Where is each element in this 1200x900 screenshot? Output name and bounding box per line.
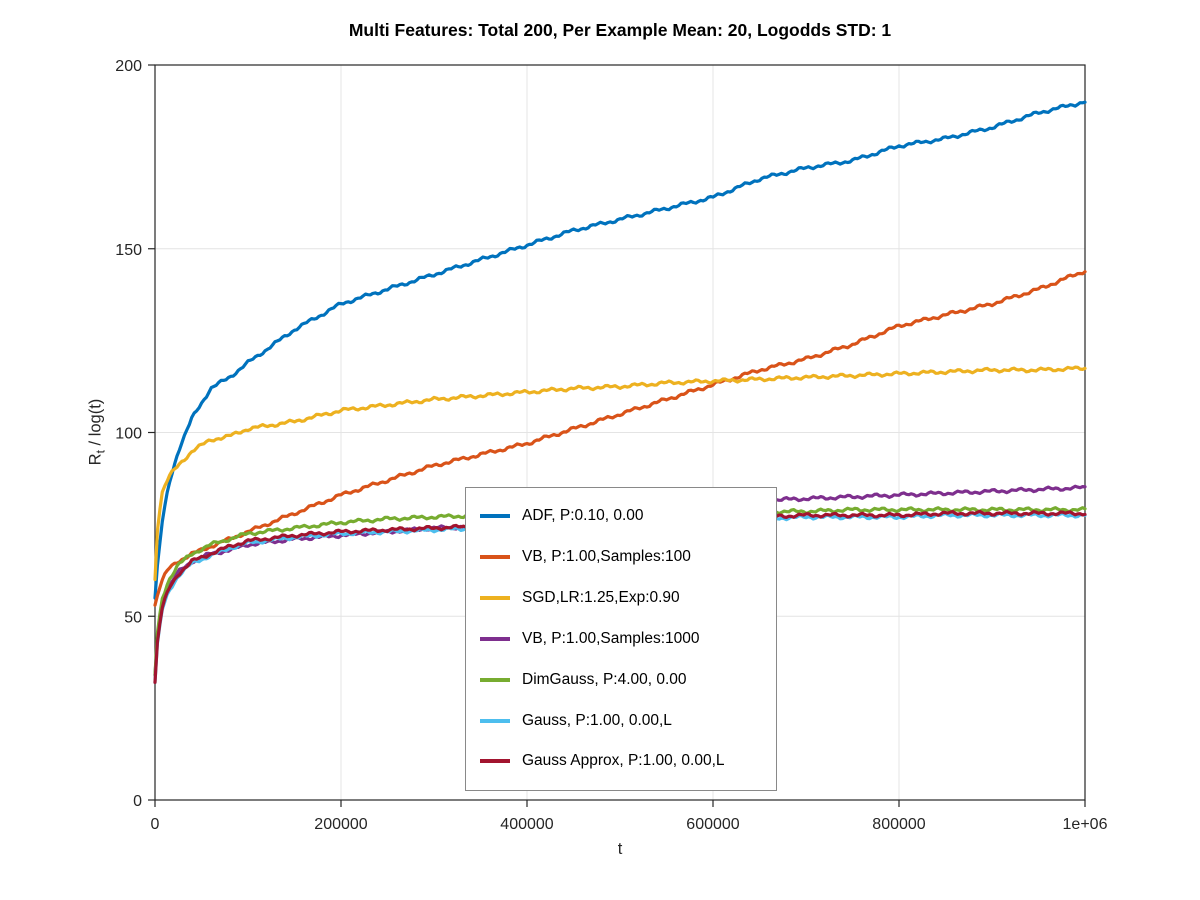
legend-entry: Gauss, P:1.00, 0.00,L — [480, 712, 768, 730]
svg-text:1e+06: 1e+06 — [1063, 816, 1108, 833]
legend-line-swatch — [480, 555, 510, 560]
legend-entry: ADF, P:0.10, 0.00 — [480, 507, 768, 525]
svg-text:400000: 400000 — [500, 816, 553, 833]
x-axis-label: t — [617, 840, 623, 858]
legend-entry: VB, P:1.00,Samples:100 — [480, 548, 768, 566]
legend-line-swatch — [480, 759, 510, 764]
legend-label: VB, P:1.00,Samples:1000 — [522, 629, 700, 647]
legend-line-swatch — [480, 718, 510, 723]
svg-text:150: 150 — [115, 242, 142, 259]
y-axis-label-sub: t — [93, 450, 108, 454]
y-axis-label: Rt / log(t) — [86, 399, 107, 466]
legend-entry: SGD,LR:1.25,Exp:0.90 — [480, 589, 768, 607]
legend-label: DimGauss, P:4.00, 0.00 — [522, 670, 687, 688]
legend-label: Gauss Approx, P:1.00, 0.00,L — [522, 752, 725, 770]
svg-text:50: 50 — [124, 609, 142, 626]
legend-label: Gauss, P:1.00, 0.00,L — [522, 711, 672, 729]
legend: ADF, P:0.10, 0.00 VB, P:1.00,Samples:100 S… — [465, 487, 777, 791]
legend-line-swatch — [480, 514, 510, 519]
legend-line-swatch — [480, 636, 510, 641]
legend-entry: VB, P:1.00,Samples:1000 — [480, 630, 768, 648]
legend-line-swatch — [480, 677, 510, 682]
chart-title: Multi Features: Total 200, Per Example M… — [348, 20, 892, 40]
legend-label: VB, P:1.00,Samples:100 — [522, 548, 691, 566]
legend-label: SGD,LR:1.25,Exp:0.90 — [522, 589, 680, 607]
svg-text:200: 200 — [115, 58, 142, 75]
svg-text:800000: 800000 — [872, 816, 925, 833]
legend-label: ADF, P:0.10, 0.00 — [522, 507, 644, 525]
svg-text:200000: 200000 — [314, 816, 367, 833]
legend-line-swatch — [480, 596, 510, 601]
svg-text:0: 0 — [133, 793, 142, 810]
y-axis-label-base: R — [86, 453, 105, 466]
y-axis-label-rest: / log(t) — [86, 398, 105, 451]
svg-text:100: 100 — [115, 426, 142, 443]
legend-entry: Gauss Approx, P:1.00, 0.00,L — [480, 752, 768, 770]
svg-text:600000: 600000 — [686, 816, 739, 833]
svg-text:0: 0 — [151, 816, 160, 833]
legend-entry: DimGauss, P:4.00, 0.00 — [480, 671, 768, 689]
